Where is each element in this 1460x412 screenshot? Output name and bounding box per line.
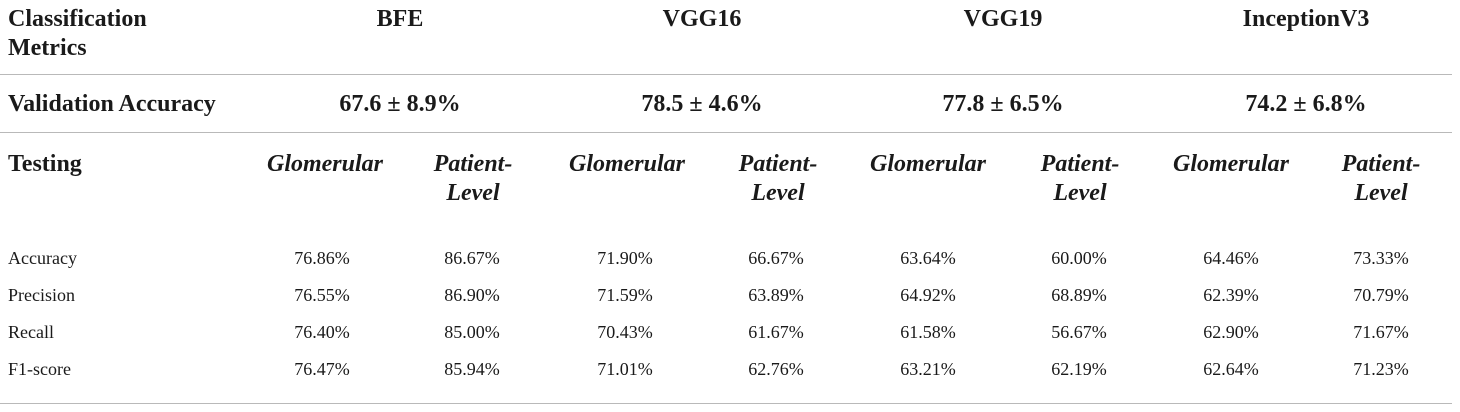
metric-value: 62.76% xyxy=(748,359,804,379)
metric-value: 71.23% xyxy=(1353,359,1409,379)
model-header-vgg19: VGG19 xyxy=(963,6,1043,32)
metric-value: 61.67% xyxy=(748,322,804,342)
testing-label: Testing xyxy=(8,151,82,177)
metric-value: 63.89% xyxy=(748,285,804,305)
table-row: F1-score 76.47% 85.94% 71.01% 62.76% 63.21% 62… xyxy=(0,352,1460,389)
metric-value: 71.59% xyxy=(597,285,653,305)
sublevel-header: Patient- Level xyxy=(1040,151,1120,206)
metric-value: 56.67% xyxy=(1051,322,1107,342)
metric-value: 71.67% xyxy=(1353,322,1409,342)
model-header-vgg16: VGG16 xyxy=(662,6,742,32)
metric-value: 76.55% xyxy=(294,285,350,305)
metric-name: Precision xyxy=(8,285,75,305)
metric-value: 62.64% xyxy=(1203,359,1259,379)
metric-value: 64.92% xyxy=(900,285,956,305)
metric-name: F1-score xyxy=(8,359,71,379)
divider xyxy=(0,403,1452,404)
metric-value: 71.01% xyxy=(597,359,653,379)
table-row: Accuracy 76.86% 86.67% 71.90% 66.67% 63.64% 60… xyxy=(0,241,1460,278)
validation-value-bfe: 67.6 ± 8.9% xyxy=(339,91,461,117)
testing-row: Testing Glomerular Patient- Level Glomeru… xyxy=(0,132,1460,237)
metric-value: 71.90% xyxy=(597,248,653,268)
sublevel-header: Patient- Level xyxy=(738,151,818,206)
table-row: Precision 76.55% 86.90% 71.59% 63.89% 64.92% 6… xyxy=(0,278,1460,315)
table-row: Recall 76.40% 85.00% 70.43% 61.67% 61.58% 56.6… xyxy=(0,315,1460,352)
metric-name: Accuracy xyxy=(8,248,77,268)
metric-value: 61.58% xyxy=(900,322,956,342)
metric-value: 63.64% xyxy=(900,248,956,268)
sublevel-header: Glomerular xyxy=(1172,151,1289,177)
metric-value: 76.47% xyxy=(294,359,350,379)
metric-name: Recall xyxy=(8,322,54,342)
sublevel-header: Patient- Level xyxy=(1341,151,1421,206)
metric-value: 73.33% xyxy=(1353,248,1409,268)
metric-value: 86.90% xyxy=(444,285,500,305)
metric-value: 76.40% xyxy=(294,322,350,342)
metric-value: 70.43% xyxy=(597,322,653,342)
metric-column-header: Classification Metrics xyxy=(8,6,147,61)
metric-value: 66.67% xyxy=(748,248,804,268)
metric-value: 63.21% xyxy=(900,359,956,379)
header-row: Classification Metrics BFE VGG16 VGG19 I… xyxy=(0,0,1460,74)
metric-value: 85.94% xyxy=(444,359,500,379)
metric-value: 60.00% xyxy=(1051,248,1107,268)
metric-value: 62.90% xyxy=(1203,322,1259,342)
validation-value-vgg16: 78.5 ± 4.6% xyxy=(641,91,763,117)
metric-value: 76.86% xyxy=(294,248,350,268)
sublevel-header: Patient- Level xyxy=(433,151,513,206)
validation-value-inceptionv3: 74.2 ± 6.8% xyxy=(1245,91,1367,117)
sublevel-header: Glomerular xyxy=(266,151,383,177)
sublevel-header: Glomerular xyxy=(568,151,685,177)
model-header-inceptionv3: InceptionV3 xyxy=(1242,6,1370,32)
model-header-bfe: BFE xyxy=(376,6,424,32)
sublevel-header: Glomerular xyxy=(869,151,986,177)
metric-value: 68.89% xyxy=(1051,285,1107,305)
metric-value: 86.67% xyxy=(444,248,500,268)
validation-label: Validation Accuracy xyxy=(8,91,216,117)
metric-value: 85.00% xyxy=(444,322,500,342)
metric-rows: Accuracy 76.86% 86.67% 71.90% 66.67% 63.64% 60… xyxy=(0,241,1460,389)
divider xyxy=(0,132,1452,133)
metric-value: 70.79% xyxy=(1353,285,1409,305)
validation-value-vgg19: 77.8 ± 6.5% xyxy=(942,91,1064,117)
divider xyxy=(0,74,1452,75)
validation-row: Validation Accuracy 67.6 ± 8.9% 78.5 ± 4… xyxy=(0,74,1460,132)
metric-value: 64.46% xyxy=(1203,248,1259,268)
metric-value: 62.39% xyxy=(1203,285,1259,305)
metric-value: 62.19% xyxy=(1051,359,1107,379)
